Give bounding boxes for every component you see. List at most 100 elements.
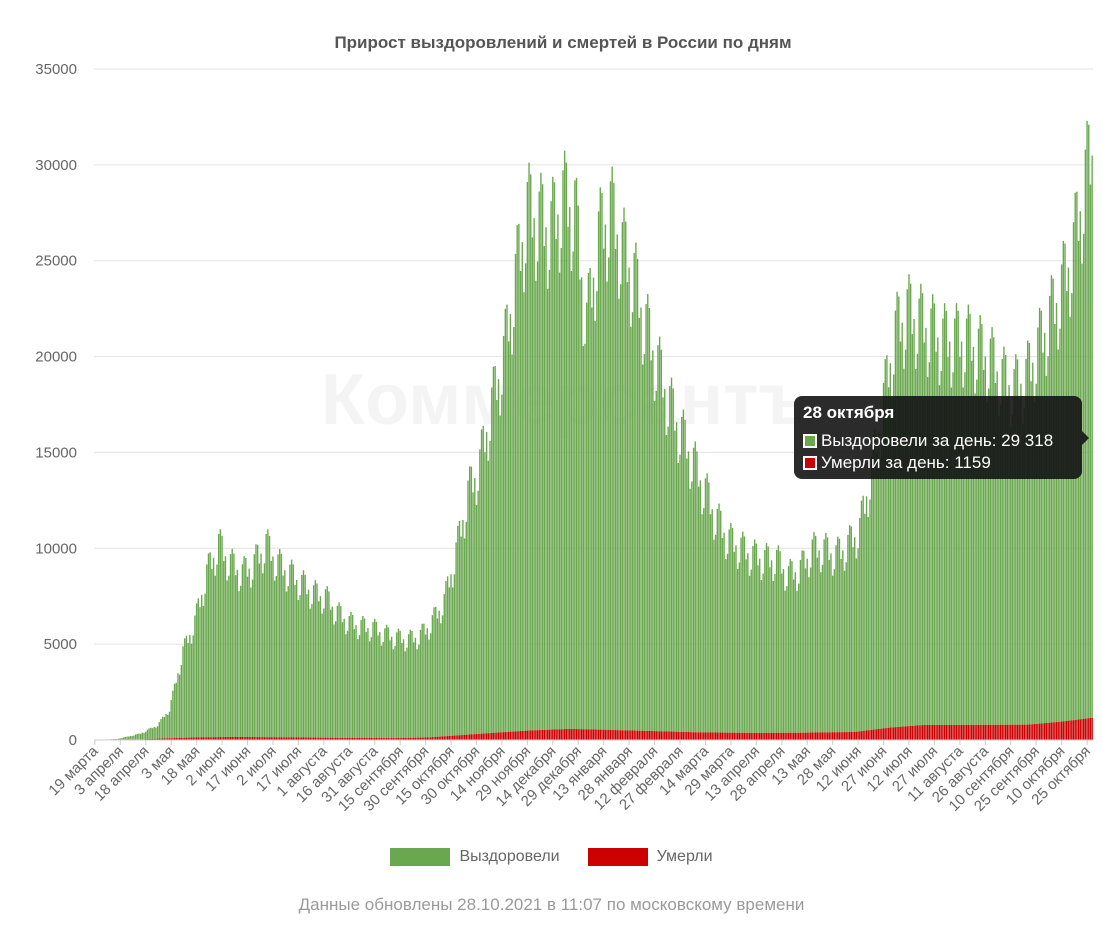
bar-deaths[interactable] (596, 729, 598, 740)
bar-recovered[interactable] (767, 546, 769, 733)
bar-recovered[interactable] (1047, 356, 1049, 723)
bar-deaths[interactable] (906, 726, 908, 740)
bar-recovered[interactable] (792, 579, 795, 733)
bar-recovered[interactable] (421, 623, 423, 738)
bar-deaths[interactable] (295, 737, 298, 740)
bar-recovered[interactable] (508, 341, 510, 732)
bar-deaths[interactable] (599, 729, 601, 740)
bar-recovered[interactable] (168, 711, 171, 739)
bar-deaths[interactable] (547, 729, 549, 740)
bar-deaths[interactable] (711, 732, 713, 740)
bar-recovered[interactable] (143, 732, 145, 740)
bar-deaths[interactable] (794, 732, 797, 740)
bar-deaths[interactable] (777, 732, 780, 740)
bar-deaths[interactable] (606, 729, 608, 740)
bar-recovered[interactable] (536, 261, 539, 731)
bar-recovered[interactable] (852, 547, 854, 732)
bar-deaths[interactable] (496, 732, 498, 740)
bar-recovered[interactable] (882, 382, 885, 729)
bar-recovered[interactable] (884, 359, 886, 729)
bar-deaths[interactable] (782, 732, 785, 740)
bar-recovered[interactable] (241, 564, 244, 737)
bar-deaths[interactable] (206, 737, 208, 740)
bar-recovered[interactable] (777, 545, 780, 733)
bar-recovered[interactable] (134, 734, 137, 740)
bar-recovered[interactable] (441, 615, 444, 737)
bar-recovered[interactable] (862, 495, 864, 731)
bar-recovered[interactable] (289, 564, 291, 738)
bar-deaths[interactable] (374, 738, 376, 740)
bar-deaths[interactable] (418, 737, 420, 740)
bar-deaths[interactable] (691, 732, 693, 740)
bar-recovered[interactable] (192, 635, 194, 738)
bar-recovered[interactable] (808, 577, 810, 733)
bar-recovered[interactable] (558, 272, 561, 730)
bar-deaths[interactable] (909, 725, 912, 740)
bar-recovered[interactable] (592, 277, 595, 730)
bar-recovered[interactable] (730, 523, 732, 733)
bar-recovered[interactable] (514, 253, 517, 732)
bar-recovered[interactable] (1057, 349, 1059, 722)
bar-deaths[interactable] (742, 732, 744, 740)
bar-recovered[interactable] (1077, 240, 1080, 720)
bar-recovered[interactable] (268, 536, 271, 738)
bar-deaths[interactable] (219, 737, 222, 740)
bar-recovered[interactable] (163, 717, 166, 739)
bar-deaths[interactable] (796, 732, 798, 740)
bar-recovered[interactable] (1064, 243, 1066, 722)
bar-recovered[interactable] (506, 304, 508, 732)
bar-recovered[interactable] (933, 303, 936, 726)
bar-deaths[interactable] (370, 738, 373, 740)
bar-deaths[interactable] (177, 737, 179, 740)
bar-recovered[interactable] (311, 604, 313, 738)
bar-recovered[interactable] (184, 638, 186, 738)
bar-recovered[interactable] (372, 622, 374, 739)
bar-deaths[interactable] (158, 738, 160, 740)
bar-recovered[interactable] (623, 207, 625, 731)
bar-deaths[interactable] (245, 737, 247, 740)
bar-deaths[interactable] (833, 732, 836, 740)
bar-deaths[interactable] (865, 730, 868, 740)
bar-recovered[interactable] (295, 579, 298, 738)
bar-recovered[interactable] (638, 317, 640, 731)
bar-deaths[interactable] (443, 736, 445, 740)
bar-recovered[interactable] (233, 553, 235, 737)
bar-recovered[interactable] (1004, 355, 1007, 725)
bar-recovered[interactable] (845, 562, 847, 733)
bar-deaths[interactable] (190, 737, 193, 740)
bar-recovered[interactable] (764, 549, 766, 733)
bar-recovered[interactable] (887, 387, 890, 728)
bar-deaths[interactable] (531, 730, 534, 740)
bar-deaths[interactable] (497, 732, 500, 741)
bar-recovered[interactable] (524, 263, 527, 731)
bar-recovered[interactable] (341, 622, 344, 738)
bar-recovered[interactable] (316, 583, 318, 738)
bar-deaths[interactable] (357, 737, 359, 740)
bar-deaths[interactable] (521, 730, 523, 740)
bar-recovered[interactable] (597, 211, 600, 730)
bar-deaths[interactable] (696, 732, 698, 740)
bar-deaths[interactable] (989, 724, 992, 740)
bar-deaths[interactable] (272, 737, 274, 740)
bar-deaths[interactable] (862, 730, 864, 740)
bar-recovered[interactable] (1003, 346, 1005, 725)
bar-deaths[interactable] (380, 738, 383, 740)
bar-deaths[interactable] (1015, 724, 1017, 740)
bar-deaths[interactable] (609, 729, 612, 740)
bar-recovered[interactable] (684, 419, 686, 732)
bar-deaths[interactable] (287, 737, 289, 740)
bar-deaths[interactable] (518, 731, 520, 740)
bar-recovered[interactable] (614, 248, 617, 731)
bar-deaths[interactable] (726, 732, 729, 740)
bar-deaths[interactable] (236, 736, 239, 740)
bar-deaths[interactable] (623, 730, 625, 740)
bar-recovered[interactable] (575, 177, 578, 730)
bar-deaths[interactable] (977, 724, 980, 740)
bar-deaths[interactable] (830, 732, 832, 740)
bar-deaths[interactable] (998, 724, 1000, 740)
bar-deaths[interactable] (748, 732, 751, 740)
bar-deaths[interactable] (552, 729, 554, 740)
bar-deaths[interactable] (655, 731, 657, 740)
bar-deaths[interactable] (937, 724, 939, 740)
bar-recovered[interactable] (333, 624, 335, 738)
